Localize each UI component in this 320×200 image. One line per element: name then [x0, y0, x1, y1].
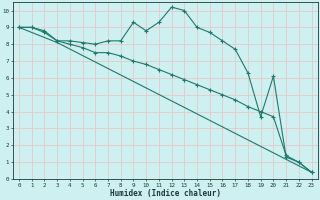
X-axis label: Humidex (Indice chaleur): Humidex (Indice chaleur) [110, 189, 221, 198]
